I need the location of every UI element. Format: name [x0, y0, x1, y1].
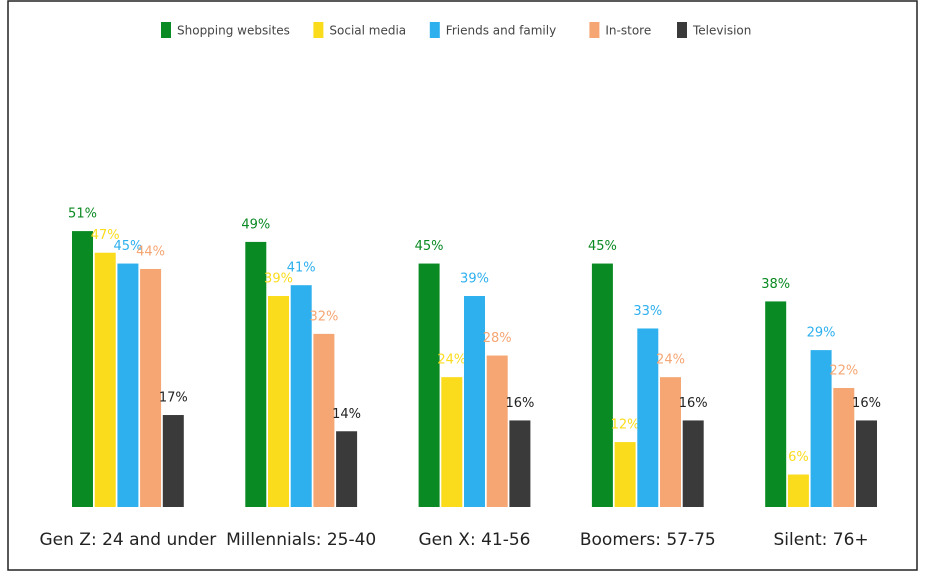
x-tick-label: Millennials: 25-40: [226, 530, 376, 550]
legend-swatch: [589, 22, 600, 38]
bar: [268, 296, 289, 507]
bar: [245, 241, 267, 507]
data-label: 16%: [679, 396, 708, 411]
bar: [591, 263, 613, 507]
bar: [787, 474, 809, 507]
x-tick-label: Boomers: 57-75: [580, 530, 716, 550]
bar: [162, 415, 184, 507]
data-label: 24%: [437, 353, 466, 368]
data-label: 47%: [91, 228, 120, 243]
data-label: 6%: [788, 450, 809, 465]
bar: [313, 333, 335, 507]
bar: [117, 263, 139, 507]
data-label: 39%: [460, 272, 489, 287]
data-label: 38%: [761, 277, 790, 292]
frame: [7, 0, 918, 571]
bar: [660, 377, 681, 507]
data-label: 22%: [829, 363, 858, 378]
data-label: 16%: [505, 396, 534, 411]
legend-swatch: [313, 22, 324, 38]
data-label: 28%: [483, 331, 512, 346]
x-tick-label: Gen X: 41-56: [419, 530, 531, 550]
bar: [72, 231, 93, 507]
data-label: 29%: [807, 326, 836, 341]
legend-swatch: [429, 22, 440, 38]
bar: [810, 350, 832, 507]
bar: [464, 296, 485, 507]
data-label: 33%: [633, 304, 662, 319]
data-label: 32%: [309, 309, 338, 324]
legend-label: Friends and family: [446, 24, 556, 38]
data-label: 45%: [415, 239, 444, 254]
legend-swatch: [677, 22, 687, 38]
data-label: 49%: [241, 217, 270, 232]
data-label: 17%: [159, 391, 188, 406]
bar: [637, 328, 659, 507]
bar: [140, 268, 162, 507]
bar: [94, 252, 116, 507]
legend-label: Shopping websites: [177, 24, 290, 38]
data-label: 14%: [332, 407, 361, 422]
bar: [486, 355, 508, 507]
bar: [441, 377, 463, 507]
bar: [765, 301, 787, 507]
legend-swatch: [161, 22, 171, 38]
data-label: 16%: [852, 396, 881, 411]
legend-label: Social media: [329, 24, 406, 38]
data-label: 24%: [656, 353, 685, 368]
bar: [418, 263, 440, 507]
data-label: 12%: [611, 418, 640, 433]
data-label: 45%: [588, 239, 617, 254]
data-label: 41%: [287, 261, 316, 276]
bar: [336, 431, 358, 507]
bar: [682, 420, 704, 507]
legend-label: Television: [692, 24, 751, 38]
data-label: 45%: [113, 239, 142, 254]
bar: [509, 420, 531, 507]
bar: [290, 285, 312, 507]
legend-label: In-store: [605, 24, 651, 38]
bar: [614, 442, 636, 507]
bar: [833, 387, 855, 507]
x-tick-label: Silent: 76+: [774, 530, 869, 550]
x-tick-label: Gen Z: 24 and under: [39, 530, 216, 550]
data-label: 39%: [264, 272, 293, 287]
bar: [856, 420, 877, 507]
data-label: 51%: [68, 207, 97, 222]
data-label: 44%: [136, 244, 165, 259]
